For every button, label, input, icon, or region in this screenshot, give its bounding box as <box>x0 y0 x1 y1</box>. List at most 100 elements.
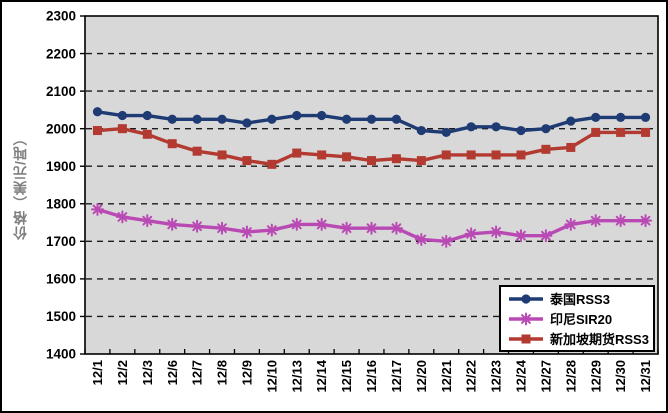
data-point-square <box>192 146 202 156</box>
data-point-square <box>391 154 401 164</box>
data-point-circle <box>541 124 551 134</box>
data-point-star <box>140 214 154 228</box>
y-tick-label: 1600 <box>46 272 76 287</box>
data-point-square <box>591 127 601 137</box>
legend-item-thailand-rss3: 泰国RSS3 <box>507 289 647 308</box>
x-tick-label: 12/29 <box>588 360 603 393</box>
x-tick-label: 12/13 <box>289 360 304 393</box>
x-tick-label: 12/16 <box>364 360 379 393</box>
data-point-star <box>240 225 254 239</box>
data-point-square <box>342 152 352 162</box>
x-tick-label: 12/7 <box>190 360 205 385</box>
data-point-star <box>90 202 104 216</box>
data-point-square <box>566 142 576 152</box>
y-tick-label: 2300 <box>46 9 76 24</box>
x-tick-label: 12/28 <box>563 360 578 393</box>
x-tick-label: 12/10 <box>264 360 279 393</box>
data-point-star <box>414 232 428 246</box>
y-tick-label: 2000 <box>46 121 76 136</box>
data-point-square <box>267 159 277 169</box>
x-tick-label: 12/17 <box>389 360 404 393</box>
data-point-circle <box>391 114 402 124</box>
data-point-star <box>489 225 503 239</box>
data-point-circle <box>242 118 252 128</box>
x-tick-label: 12/9 <box>239 360 254 385</box>
data-point-circle <box>317 110 327 121</box>
data-point-star <box>340 221 354 235</box>
data-point-star <box>265 223 279 237</box>
legend-item-singapore-futures-rss3: 新加坡期货RSS3 <box>507 329 649 348</box>
data-point-circle <box>441 127 451 138</box>
data-point-square <box>317 150 327 160</box>
data-point-star <box>290 217 304 231</box>
data-point-circle <box>167 114 177 124</box>
data-point-star <box>365 221 378 235</box>
x-tick-label: 12/22 <box>464 360 479 393</box>
data-point-circle <box>640 112 651 122</box>
data-point-circle <box>566 116 576 126</box>
y-tick-label: 2100 <box>46 84 76 99</box>
data-point-square <box>142 129 152 139</box>
data-point-star <box>514 229 528 243</box>
x-tick-label: 12/15 <box>339 360 354 393</box>
x-tick-label: 12/8 <box>215 360 230 385</box>
x-tick-label: 12/20 <box>414 360 429 393</box>
data-point-square <box>242 156 252 166</box>
x-tick-label: 12/31 <box>638 360 653 393</box>
data-point-square <box>367 156 376 166</box>
data-point-star <box>165 217 179 231</box>
data-point-star <box>439 234 453 248</box>
data-point-square <box>117 124 127 134</box>
data-point-circle <box>341 114 352 124</box>
y-tick-label: 1900 <box>46 159 76 174</box>
data-point-star <box>539 229 553 243</box>
data-point-circle <box>142 110 152 121</box>
legend-label: 泰国RSS3 <box>550 292 610 307</box>
legend: 泰国RSS3 印尼SIR20 新加坡期货RSS3 <box>499 285 655 352</box>
y-tick-label: 1700 <box>46 234 76 249</box>
data-point-square <box>217 150 227 160</box>
y-tick-label: 2200 <box>46 46 76 61</box>
data-point-square <box>616 127 626 137</box>
data-point-circle <box>292 110 302 121</box>
x-tick-label: 12/23 <box>489 360 504 393</box>
x-tick-label: 12/14 <box>314 359 329 392</box>
data-point-star <box>589 214 603 228</box>
data-point-star <box>315 217 329 231</box>
data-point-star <box>389 221 403 235</box>
y-tick-label: 1500 <box>46 309 76 324</box>
data-point-square <box>292 148 302 158</box>
data-point-square <box>541 144 551 154</box>
data-point-circle <box>117 110 127 121</box>
data-point-star <box>639 214 653 228</box>
data-point-square <box>167 139 177 149</box>
data-point-circle <box>591 112 601 122</box>
data-point-square <box>466 150 476 160</box>
data-point-square <box>491 150 501 160</box>
data-point-square <box>92 126 102 136</box>
data-point-star <box>190 219 204 233</box>
data-point-circle <box>491 122 501 132</box>
legend-marker-star <box>509 312 543 325</box>
data-point-square <box>516 150 526 160</box>
data-point-star <box>464 227 478 241</box>
data-point-circle <box>616 112 626 122</box>
y-tick-label: 1400 <box>46 347 76 362</box>
x-tick-label: 12/30 <box>613 360 628 393</box>
data-point-circle <box>267 114 277 124</box>
data-point-circle <box>92 107 103 117</box>
legend-label: 印尼SIR20 <box>550 312 613 327</box>
x-tick-label: 12/27 <box>538 360 553 393</box>
x-tick-label: 12/2 <box>115 360 130 385</box>
data-point-circle <box>217 114 227 124</box>
legend-label: 新加坡期货RSS3 <box>550 332 649 347</box>
data-point-circle <box>366 114 377 124</box>
x-tick-label: 12/1 <box>90 360 105 385</box>
data-point-square <box>416 156 426 166</box>
data-point-circle <box>192 114 202 124</box>
y-tick-label: 1800 <box>46 197 76 212</box>
legend-item-indonesia-sir20: 印尼SIR20 <box>507 309 647 328</box>
data-point-square <box>441 150 451 160</box>
